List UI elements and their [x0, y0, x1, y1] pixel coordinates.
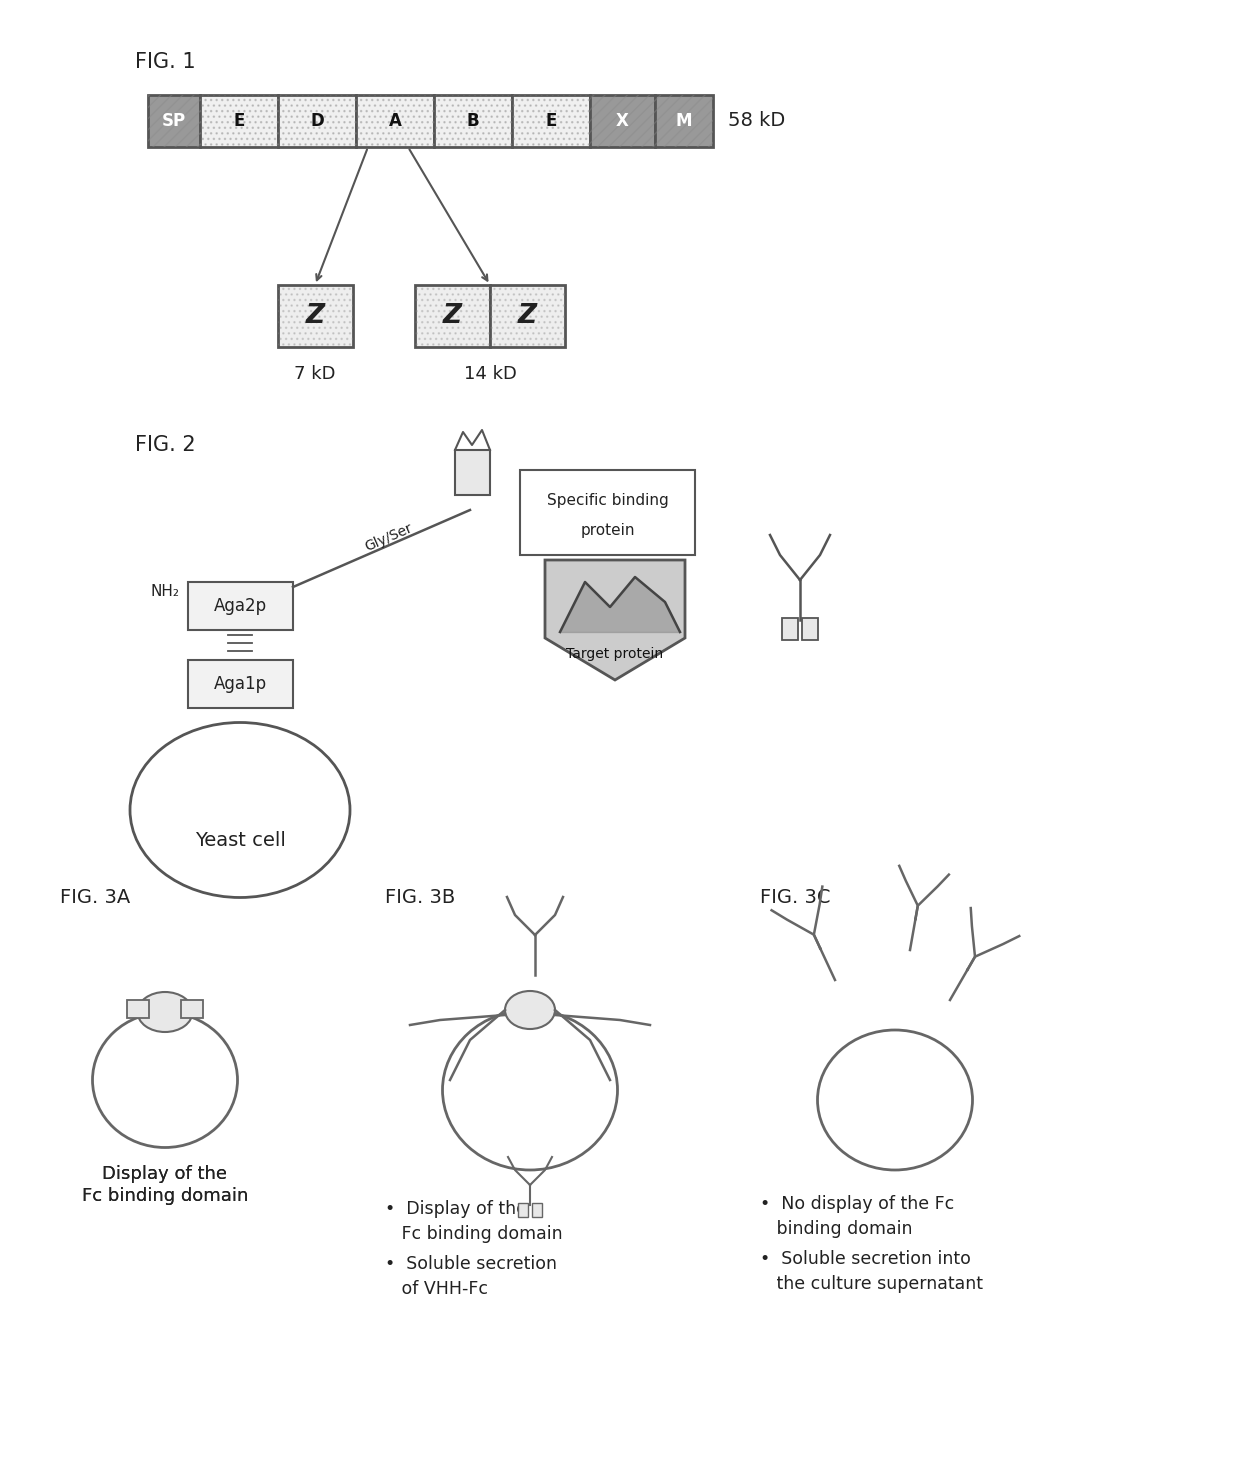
Bar [532, 1203, 542, 1217]
Bar [590, 95, 655, 147]
Text: binding domain: binding domain [760, 1220, 913, 1237]
Bar [278, 95, 356, 147]
Text: •  Display of the: • Display of the [384, 1200, 527, 1218]
Bar [518, 1203, 528, 1217]
Bar [278, 95, 356, 147]
Text: FIG. 3A: FIG. 3A [60, 888, 130, 907]
Bar [188, 582, 293, 630]
Text: 7 kD: 7 kD [294, 365, 336, 382]
Ellipse shape [817, 1030, 972, 1169]
Ellipse shape [93, 1012, 238, 1147]
Ellipse shape [443, 1011, 618, 1169]
Text: B: B [466, 113, 480, 130]
Text: 58 kD: 58 kD [728, 111, 785, 130]
Text: FIG. 3C: FIG. 3C [760, 888, 831, 907]
Text: E: E [233, 113, 244, 130]
Text: NH₂: NH₂ [151, 584, 180, 600]
Bar [200, 95, 278, 147]
Text: •  Soluble secretion into: • Soluble secretion into [760, 1249, 971, 1269]
Bar [590, 95, 655, 147]
Text: SP: SP [162, 113, 186, 130]
Text: FIG. 1: FIG. 1 [135, 52, 196, 73]
Bar [278, 285, 353, 347]
Bar [200, 95, 278, 147]
Bar [434, 95, 512, 147]
Ellipse shape [138, 991, 192, 1031]
Text: Aga1p: Aga1p [213, 674, 267, 694]
Text: Gly/Ser: Gly/Ser [363, 520, 414, 554]
Ellipse shape [505, 991, 556, 1029]
Text: M: M [676, 113, 692, 130]
Bar [356, 95, 434, 147]
Bar [520, 470, 694, 554]
Bar [512, 95, 590, 147]
Bar [782, 618, 799, 640]
Text: 14 kD: 14 kD [464, 365, 516, 382]
Bar [188, 659, 293, 708]
Bar [278, 285, 353, 347]
Text: E: E [546, 113, 557, 130]
Bar [655, 95, 713, 147]
Bar [655, 95, 713, 147]
Text: •  No display of the Fc: • No display of the Fc [760, 1194, 955, 1212]
Bar [415, 285, 490, 347]
Text: the culture supernatant: the culture supernatant [760, 1275, 983, 1292]
Text: •  Soluble secretion: • Soluble secretion [384, 1255, 557, 1273]
Text: Z: Z [305, 302, 325, 329]
Text: FIG. 3B: FIG. 3B [384, 888, 455, 907]
Ellipse shape [130, 723, 350, 898]
Text: Fc binding domain: Fc binding domain [82, 1187, 248, 1205]
Bar [802, 618, 818, 640]
Text: Display of the: Display of the [103, 1165, 227, 1183]
Bar [490, 285, 565, 347]
Bar [490, 285, 565, 347]
Text: FIG. 2: FIG. 2 [135, 436, 196, 455]
Text: D: D [310, 113, 324, 130]
Text: Specific binding: Specific binding [547, 492, 668, 507]
Bar [356, 95, 434, 147]
Polygon shape [546, 560, 684, 680]
Text: Yeast cell: Yeast cell [195, 830, 285, 849]
Text: Fc binding domain: Fc binding domain [384, 1226, 563, 1243]
Bar [512, 95, 590, 147]
Text: Aga2p: Aga2p [213, 597, 267, 615]
Text: protein: protein [580, 523, 635, 538]
Bar [126, 1000, 149, 1018]
Text: Z: Z [443, 302, 463, 329]
Bar [415, 285, 490, 347]
Bar [148, 95, 200, 147]
Text: A: A [388, 113, 402, 130]
Bar [455, 451, 490, 495]
Bar [148, 95, 200, 147]
Bar [434, 95, 512, 147]
Text: Fc binding domain: Fc binding domain [82, 1187, 248, 1205]
Text: X: X [616, 113, 629, 130]
Text: of VHH-Fc: of VHH-Fc [384, 1280, 489, 1298]
Text: Z: Z [518, 302, 537, 329]
Text: Target protein: Target protein [567, 646, 663, 661]
Bar [181, 1000, 203, 1018]
Text: Display of the: Display of the [103, 1165, 227, 1183]
